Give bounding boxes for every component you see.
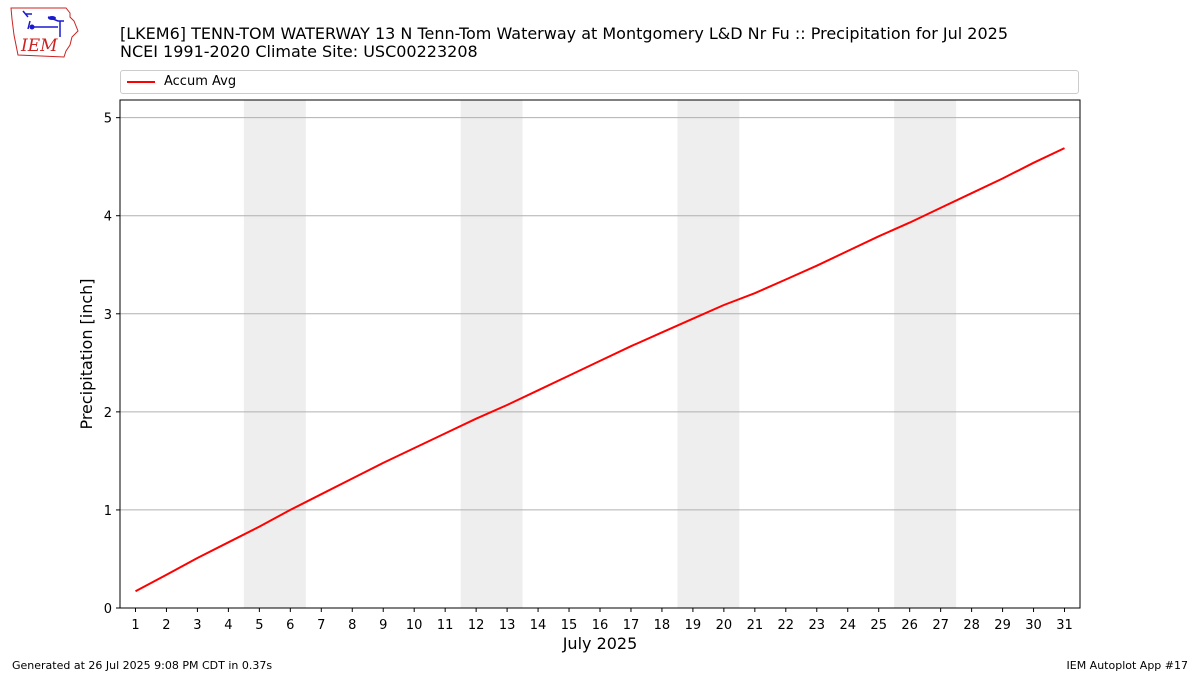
x-tick-label: 18 (654, 618, 671, 633)
data-point (196, 557, 198, 559)
x-tick-label: 2 (162, 618, 170, 633)
data-point (630, 345, 632, 347)
y-tick-label: 5 (104, 112, 112, 127)
data-point (878, 235, 880, 237)
data-point (692, 318, 694, 320)
x-tick-label: 6 (286, 618, 294, 633)
x-tick-label: 25 (870, 618, 887, 633)
data-point (847, 250, 849, 252)
data-point (444, 432, 446, 434)
x-tick-label: 28 (963, 618, 980, 633)
data-point (165, 574, 167, 576)
weekend-band (894, 100, 957, 608)
data-point (537, 389, 539, 391)
data-point (258, 526, 260, 528)
x-axis-label: July 2025 (562, 634, 638, 653)
data-point (661, 331, 663, 333)
data-point (382, 462, 384, 464)
x-tick-label: 11 (437, 618, 454, 633)
logo-text: IEM (20, 36, 58, 56)
weekend-band (243, 100, 306, 608)
chart-legend: Accum Avg (120, 70, 1079, 94)
x-tick-label: 24 (839, 618, 856, 633)
x-tick-label: 7 (317, 618, 325, 633)
y-tick-label: 3 (104, 308, 112, 323)
data-point (1064, 147, 1066, 149)
data-point (940, 207, 942, 209)
weekend-band (460, 100, 523, 608)
data-point (599, 360, 601, 362)
x-tick-label: 23 (809, 618, 826, 633)
footer-app-label: IEM Autoplot App #17 (1066, 659, 1189, 672)
data-point (475, 418, 477, 420)
data-point (134, 590, 136, 592)
y-tick-label: 1 (104, 504, 112, 519)
chart-title-line2: NCEI 1991-2020 Climate Site: USC00223208 (120, 42, 478, 61)
x-tick-label: 13 (499, 618, 516, 633)
data-point (351, 478, 353, 480)
iowa-outline (10, 7, 79, 58)
x-tick-label: 22 (778, 618, 795, 633)
plot-frame (119, 99, 1081, 609)
x-tick-label: 20 (716, 618, 733, 633)
data-point (413, 447, 415, 449)
x-tick-label: 31 (1056, 618, 1073, 633)
legend-label: Accum Avg (164, 74, 237, 89)
weekend-band (677, 100, 740, 608)
x-tick-label: 15 (561, 618, 578, 633)
x-tick-label: 16 (592, 618, 609, 633)
data-point (227, 541, 229, 543)
data-point (971, 192, 973, 194)
x-tick-label: 1 (131, 618, 139, 633)
x-tick-label: 10 (406, 618, 423, 633)
x-tick-label: 9 (379, 618, 387, 633)
y-axis-label: Precipitation [inch] (77, 278, 96, 429)
x-tick-label: 12 (468, 618, 485, 633)
x-tick-label: 8 (348, 618, 356, 633)
x-tick-label: 21 (747, 618, 764, 633)
x-tick-label: 27 (932, 618, 949, 633)
series-line-accum-avg (135, 147, 1065, 593)
x-tick-label: 4 (224, 618, 232, 633)
data-point (723, 304, 725, 306)
data-point (506, 404, 508, 406)
chart-title-line1: [LKEM6] TENN-TOM WATERWAY 13 N Tenn-Tom … (120, 24, 1009, 43)
y-tick-label: 4 (104, 210, 112, 225)
x-tick-label: 14 (530, 618, 547, 633)
x-tick-label: 19 (685, 618, 702, 633)
iem-logo-icon: IEM (10, 7, 79, 58)
y-tick-label: 2 (104, 406, 112, 421)
data-point (568, 375, 570, 377)
y-tick-label: 0 (104, 602, 112, 617)
legend-swatch (127, 81, 155, 83)
data-point (785, 278, 787, 280)
x-tick-label: 3 (193, 618, 201, 633)
x-tick-label: 5 (255, 618, 263, 633)
x-tick-label: 30 (1025, 618, 1042, 633)
data-point (1002, 177, 1004, 179)
weather-station-icon (22, 10, 64, 37)
x-tick-label: 17 (623, 618, 640, 633)
data-point (816, 265, 818, 267)
x-tick-label: 29 (994, 618, 1011, 633)
data-point (1033, 162, 1035, 164)
x-tick-label: 26 (901, 618, 918, 633)
data-point (909, 222, 911, 224)
data-point (754, 292, 756, 294)
chart-title: [LKEM6] TENN-TOM WATERWAY 13 N Tenn-Tom … (120, 25, 1008, 61)
footer-generated-text: Generated at 26 Jul 2025 9:08 PM CDT in … (12, 659, 273, 672)
data-point (289, 509, 291, 511)
data-point (320, 493, 322, 495)
